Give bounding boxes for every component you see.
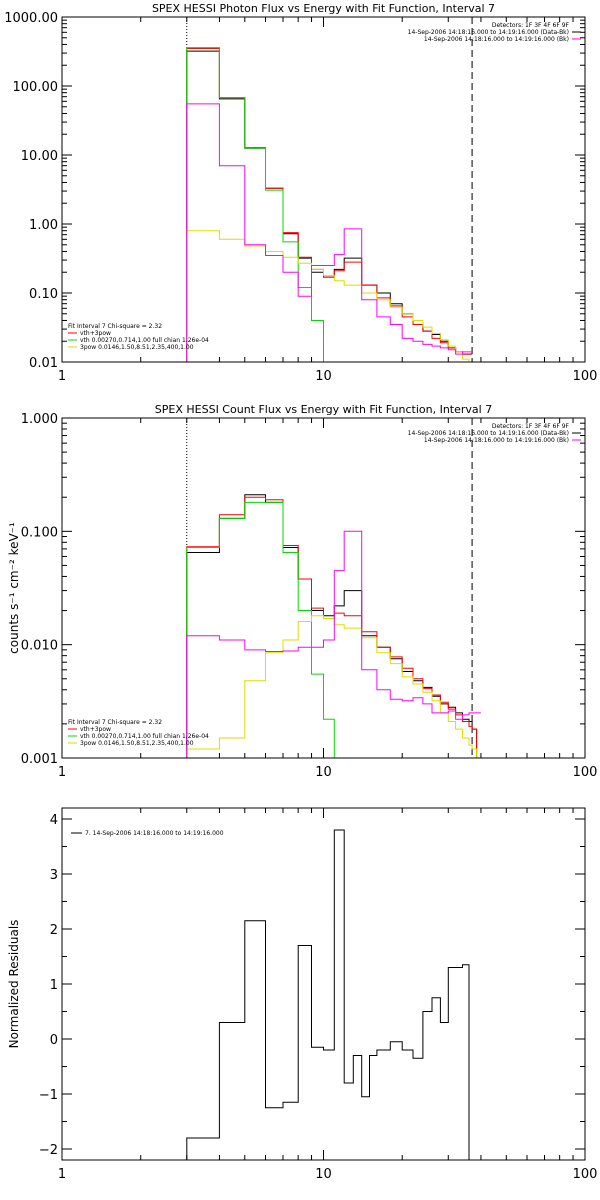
series-group (186, 47, 473, 362)
series-line-vth-3pow (186, 48, 473, 362)
y-tick-label: 0 (50, 1033, 58, 1048)
y-tick-label: 1.000 (21, 412, 58, 427)
fit-legend-line: vth+3pow (80, 330, 111, 337)
y-tick-label: 4 (50, 813, 58, 828)
chart-panel-1: SPEX HESSI Photon Flux vs Energy with Fi… (4, 2, 597, 384)
fit-legend-line: vth 0.00270,0.714,1.00 full chian 1.26e-… (80, 337, 209, 344)
series-line-bk (186, 530, 481, 758)
x-tick-label: 1 (58, 765, 66, 780)
series-group (186, 494, 481, 758)
plot-frame (61, 807, 586, 1161)
header-line: Detectors: 1F 3F 4F 6F 9F (492, 423, 570, 430)
residual-line (186, 829, 473, 1160)
residual-legend-text: 7. 14-Sep-2006 14:18:16.000 to 14:19:16.… (85, 830, 224, 837)
header-line: 14-Sep-2006 14:18:16.000 to 14:19:16.000… (408, 29, 569, 36)
chart-title: SPEX HESSI Count Flux vs Energy with Fit… (155, 403, 492, 416)
y-tick-label: 0.001 (21, 752, 58, 767)
y-tick-label: 0.010 (21, 639, 58, 654)
fit-legend-line: Fit Interval 7 Chi-square = 2.32 (68, 719, 162, 726)
series-line-3pow (186, 615, 481, 758)
y-tick-label: 100.00 (13, 80, 59, 95)
header-line: 14-Sep-2006 14:18:16.000 to 14:19:16.000… (408, 430, 569, 437)
x-tick-label: 100 (573, 369, 598, 384)
header-line: Detectors: 1F 3F 4F 6F 9F (492, 22, 570, 29)
fit-legend-line: vth+3pow (80, 726, 111, 733)
series-line-3pow (186, 230, 473, 362)
x-tick-label: 100 (573, 765, 598, 780)
series-line-bk (186, 103, 473, 362)
y-tick-label: 3 (50, 868, 58, 883)
chart-title: SPEX HESSI Photon Flux vs Energy with Fi… (152, 2, 495, 15)
fit-legend-line: vth 0.00270,0.714,1.00 full chian 1.26e-… (80, 733, 209, 740)
y-tick-label: 0.10 (29, 287, 58, 302)
y-tick-label: 0.01 (29, 356, 58, 371)
y-axis-label: Normalized Residuals (7, 920, 21, 1049)
y-tick-label: 1 (50, 978, 58, 993)
y-tick-label: −1 (39, 1088, 58, 1103)
x-tick-label: 10 (315, 1167, 332, 1182)
header-line: 14-Sep-2006 14:18:16.000 to 14:19:16.000… (424, 36, 569, 43)
series-line-vth (186, 501, 481, 758)
y-tick-label: −2 (39, 1143, 58, 1158)
y-tick-label: 2 (50, 923, 58, 938)
y-tick-label: 10.00 (21, 149, 58, 164)
x-tick-label: 10 (315, 369, 332, 384)
x-tick-label: 1 (58, 369, 66, 384)
plot-frame (61, 16, 586, 363)
y-tick-label: 1000.00 (4, 11, 58, 26)
series-group (186, 829, 473, 1160)
y-tick-label: 0.100 (21, 525, 58, 540)
fit-legend-line: 3pow 0.0146,1.50,8.51,2.35,400,1.00 (80, 344, 194, 351)
x-tick-label: 10 (315, 765, 332, 780)
x-tick-label: 1 (58, 1167, 66, 1182)
chart-panel-2: SPEX HESSI Count Flux vs Energy with Fit… (7, 403, 597, 780)
header-line: 14-Sep-2006 14:18:16.000 to 14:19:16.000… (424, 437, 569, 444)
y-axis-label: counts s⁻¹ cm⁻² keV⁻¹ (7, 522, 21, 654)
fit-legend-line: 3pow 0.0146,1.50,8.51,2.35,400,1.00 (80, 740, 194, 747)
fit-legend-line: Fit Interval 7 Chi-square = 2.32 (68, 323, 162, 330)
y-tick-label: 1.00 (29, 218, 58, 233)
series-line-vth (186, 47, 473, 362)
x-tick-label: 100 (573, 1167, 598, 1182)
chart-panel-3: 1 10 100 −2 −1 0 1 2 3 4 Normalized Residuals 7. 14… (7, 807, 598, 1182)
plot-frame (61, 417, 586, 759)
